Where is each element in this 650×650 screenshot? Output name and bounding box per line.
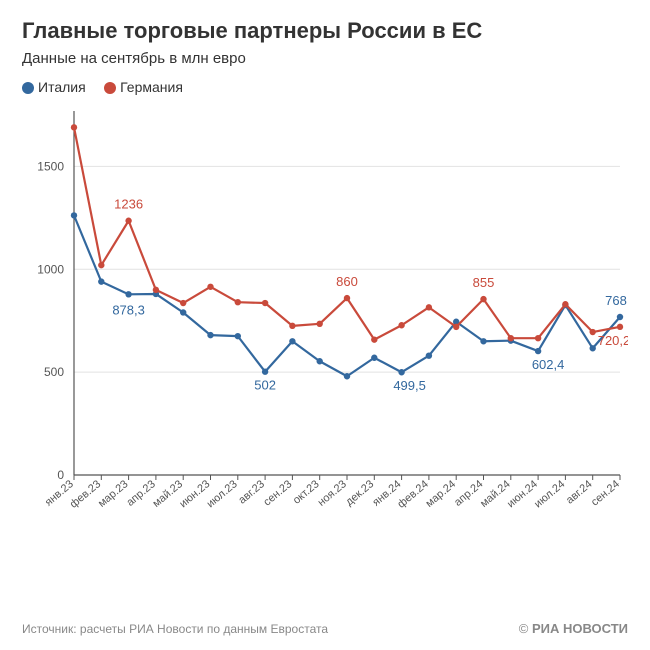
svg-text:1000: 1000 bbox=[37, 262, 64, 276]
svg-text:авг.23: авг.23 bbox=[236, 478, 267, 506]
legend-label-germany: Германия bbox=[120, 79, 183, 95]
svg-text:878,3: 878,3 bbox=[112, 302, 145, 317]
svg-text:720,2: 720,2 bbox=[598, 333, 628, 348]
legend-item-italy: Италия bbox=[22, 79, 86, 95]
brand-logo: © РИА НОВОСТИ bbox=[519, 621, 628, 636]
svg-text:июл.24: июл.24 bbox=[532, 478, 567, 510]
legend: Италия Германия bbox=[22, 79, 628, 97]
svg-text:авг.24: авг.24 bbox=[564, 478, 595, 506]
svg-text:860: 860 bbox=[336, 274, 358, 289]
chart-card: Главные торговые партнеры России в ЕС Да… bbox=[0, 0, 650, 650]
brand-text: РИА НОВОСТИ bbox=[532, 621, 628, 636]
svg-text:768: 768 bbox=[605, 293, 627, 308]
source-text: Источник: расчеты РИА Новости по данным … bbox=[22, 622, 328, 636]
svg-text:фев.24: фев.24 bbox=[395, 478, 431, 511]
legend-swatch-italy bbox=[22, 82, 34, 94]
svg-text:602,4: 602,4 bbox=[532, 357, 565, 372]
svg-text:фев.23: фев.23 bbox=[68, 478, 104, 511]
svg-text:1500: 1500 bbox=[37, 159, 64, 173]
svg-text:дек.23: дек.23 bbox=[344, 478, 377, 508]
legend-item-germany: Германия bbox=[104, 79, 183, 95]
page-title: Главные торговые партнеры России в ЕС bbox=[22, 18, 628, 44]
svg-text:502: 502 bbox=[254, 378, 276, 393]
svg-text:1236: 1236 bbox=[114, 197, 143, 212]
svg-text:мар.23: мар.23 bbox=[96, 478, 131, 510]
svg-text:сен.23: сен.23 bbox=[261, 478, 294, 508]
legend-label-italy: Италия bbox=[38, 79, 86, 95]
svg-text:ноя.23: ноя.23 bbox=[316, 478, 349, 509]
legend-swatch-germany bbox=[104, 82, 116, 94]
svg-text:499,5: 499,5 bbox=[393, 378, 426, 393]
svg-text:мар.24: мар.24 bbox=[424, 478, 459, 510]
svg-text:июл.23: июл.23 bbox=[205, 478, 240, 510]
footer: Источник: расчеты РИА Новости по данным … bbox=[22, 621, 628, 636]
line-chart: 050010001500янв.23фев.23мар.23апр.23май.… bbox=[22, 105, 628, 545]
svg-text:сен.24: сен.24 bbox=[589, 478, 622, 508]
svg-text:0: 0 bbox=[57, 468, 64, 482]
svg-text:855: 855 bbox=[473, 275, 495, 290]
svg-text:500: 500 bbox=[44, 365, 64, 379]
page-subtitle: Данные на сентябрь в млн евро bbox=[22, 50, 628, 67]
chart-area: 050010001500янв.23фев.23мар.23апр.23май.… bbox=[22, 105, 628, 545]
